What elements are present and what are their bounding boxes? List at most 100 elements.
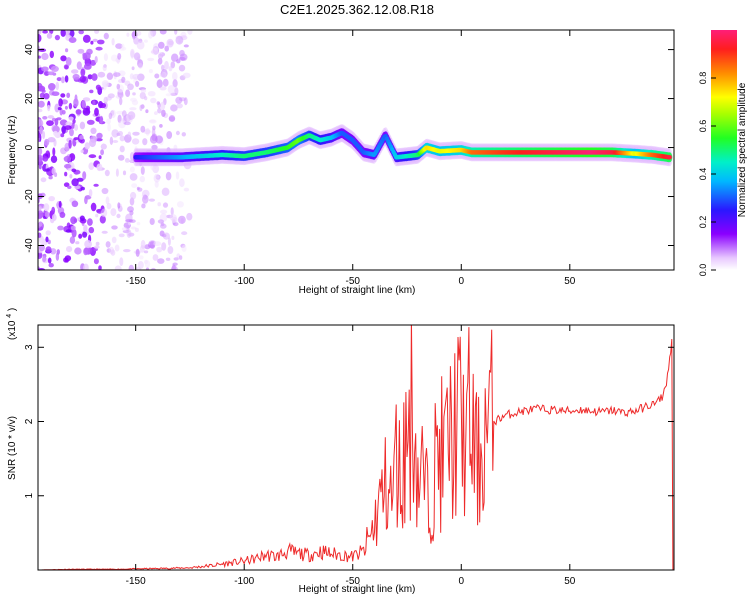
noise-blob xyxy=(119,97,123,106)
noise-blob xyxy=(118,120,126,129)
snr-xtick-label: -100 xyxy=(234,576,254,587)
noise-blob xyxy=(143,194,148,200)
noise-blob xyxy=(131,30,136,40)
noise-blob xyxy=(157,51,163,59)
noise-blob xyxy=(156,79,163,89)
noise-blob xyxy=(159,124,163,128)
noise-blob xyxy=(46,120,54,126)
noise-blob xyxy=(65,121,73,127)
noise-blob xyxy=(69,236,76,244)
noise-blob xyxy=(74,247,82,255)
snr-xtick-label: 50 xyxy=(564,576,576,587)
noise-blob xyxy=(151,133,158,141)
noise-blob xyxy=(145,109,149,114)
noise-blob xyxy=(161,242,167,251)
noise-blob xyxy=(157,258,165,264)
spectrogram-heatmap xyxy=(38,30,673,270)
noise-blob xyxy=(44,138,50,146)
noise-blob xyxy=(70,216,77,225)
noise-blob xyxy=(181,231,188,236)
spectrogram-xtick-label: 0 xyxy=(458,276,464,287)
noise-blob xyxy=(51,206,56,215)
noise-blob xyxy=(49,50,54,59)
noise-blob xyxy=(83,63,92,70)
noise-blob xyxy=(56,77,62,82)
noise-blob xyxy=(66,92,71,99)
noise-blob xyxy=(143,129,151,135)
noise-blob xyxy=(66,246,73,253)
noise-blob xyxy=(156,246,163,253)
noise-blob xyxy=(79,215,85,222)
noise-blob xyxy=(154,73,160,79)
noise-blob xyxy=(178,255,183,260)
noise-blob xyxy=(187,30,193,35)
noise-blob xyxy=(165,171,172,181)
noise-blob xyxy=(60,30,66,37)
noise-blob xyxy=(48,175,53,180)
noise-blob xyxy=(94,56,98,64)
noise-blob xyxy=(42,255,47,263)
noise-blob xyxy=(74,185,81,190)
noise-blob xyxy=(77,48,85,54)
noise-blob xyxy=(148,30,153,39)
noise-blob xyxy=(117,202,121,209)
noise-blob xyxy=(149,119,156,123)
noise-blob xyxy=(145,267,150,270)
noise-blob xyxy=(84,196,88,205)
noise-blob xyxy=(150,267,156,270)
noise-blob xyxy=(99,102,107,109)
spectrogram-ytick-label: 40 xyxy=(24,44,35,56)
colorbar-ticks: 0.0 0.2 0.4 0.6 0.8 xyxy=(698,72,716,276)
noise-blob xyxy=(72,138,77,147)
noise-blob xyxy=(175,130,180,136)
noise-blob xyxy=(64,125,72,130)
noise-blob xyxy=(41,52,49,61)
noise-blob xyxy=(74,124,79,131)
noise-blob xyxy=(94,107,99,117)
noise-blob xyxy=(102,82,107,91)
noise-blob xyxy=(161,234,167,238)
noise-blob xyxy=(38,251,43,259)
noise-blob xyxy=(69,128,74,137)
noise-blob xyxy=(50,248,57,255)
noise-blob xyxy=(71,228,77,238)
noise-blob xyxy=(54,34,61,41)
noise-blob xyxy=(87,218,93,226)
colorbar-label: Normalized spectral amplitude xyxy=(737,82,748,217)
noise-blob xyxy=(117,53,122,60)
noise-blob xyxy=(80,149,84,153)
noise-blob xyxy=(183,160,192,170)
noise-blob xyxy=(38,30,42,35)
noise-blob xyxy=(143,250,149,254)
colorbar-tick-label: 0.4 xyxy=(698,168,708,181)
spectrogram-xtick-label: -100 xyxy=(234,276,254,287)
noise-blob xyxy=(43,93,50,100)
noise-blob xyxy=(168,66,173,72)
noise-blob xyxy=(154,111,158,115)
noise-blob xyxy=(72,118,76,124)
noise-blob xyxy=(109,136,114,145)
snr-frame xyxy=(37,324,675,571)
colorbar-tick-label: 0.2 xyxy=(698,216,708,229)
noise-blob xyxy=(55,81,60,91)
noise-blob xyxy=(116,213,121,219)
noise-blob xyxy=(99,115,104,124)
snr-ylabel: SNR (10 * v/v) xyxy=(7,416,18,480)
noise-blob xyxy=(153,241,162,247)
noise-blob xyxy=(64,171,68,177)
noise-blob xyxy=(121,227,128,231)
noise-blob xyxy=(75,241,80,245)
noise-blob xyxy=(150,163,158,171)
noise-blob xyxy=(82,107,91,116)
noise-blob xyxy=(129,73,134,80)
noise-blob xyxy=(88,162,95,170)
noise-blob xyxy=(57,225,64,231)
noise-blob xyxy=(90,202,97,212)
noise-blob xyxy=(71,178,79,187)
noise-blob xyxy=(98,155,102,160)
noise-blob xyxy=(72,73,80,80)
noise-blob xyxy=(91,73,98,81)
noise-blob xyxy=(168,115,176,122)
noise-blob xyxy=(48,196,55,202)
